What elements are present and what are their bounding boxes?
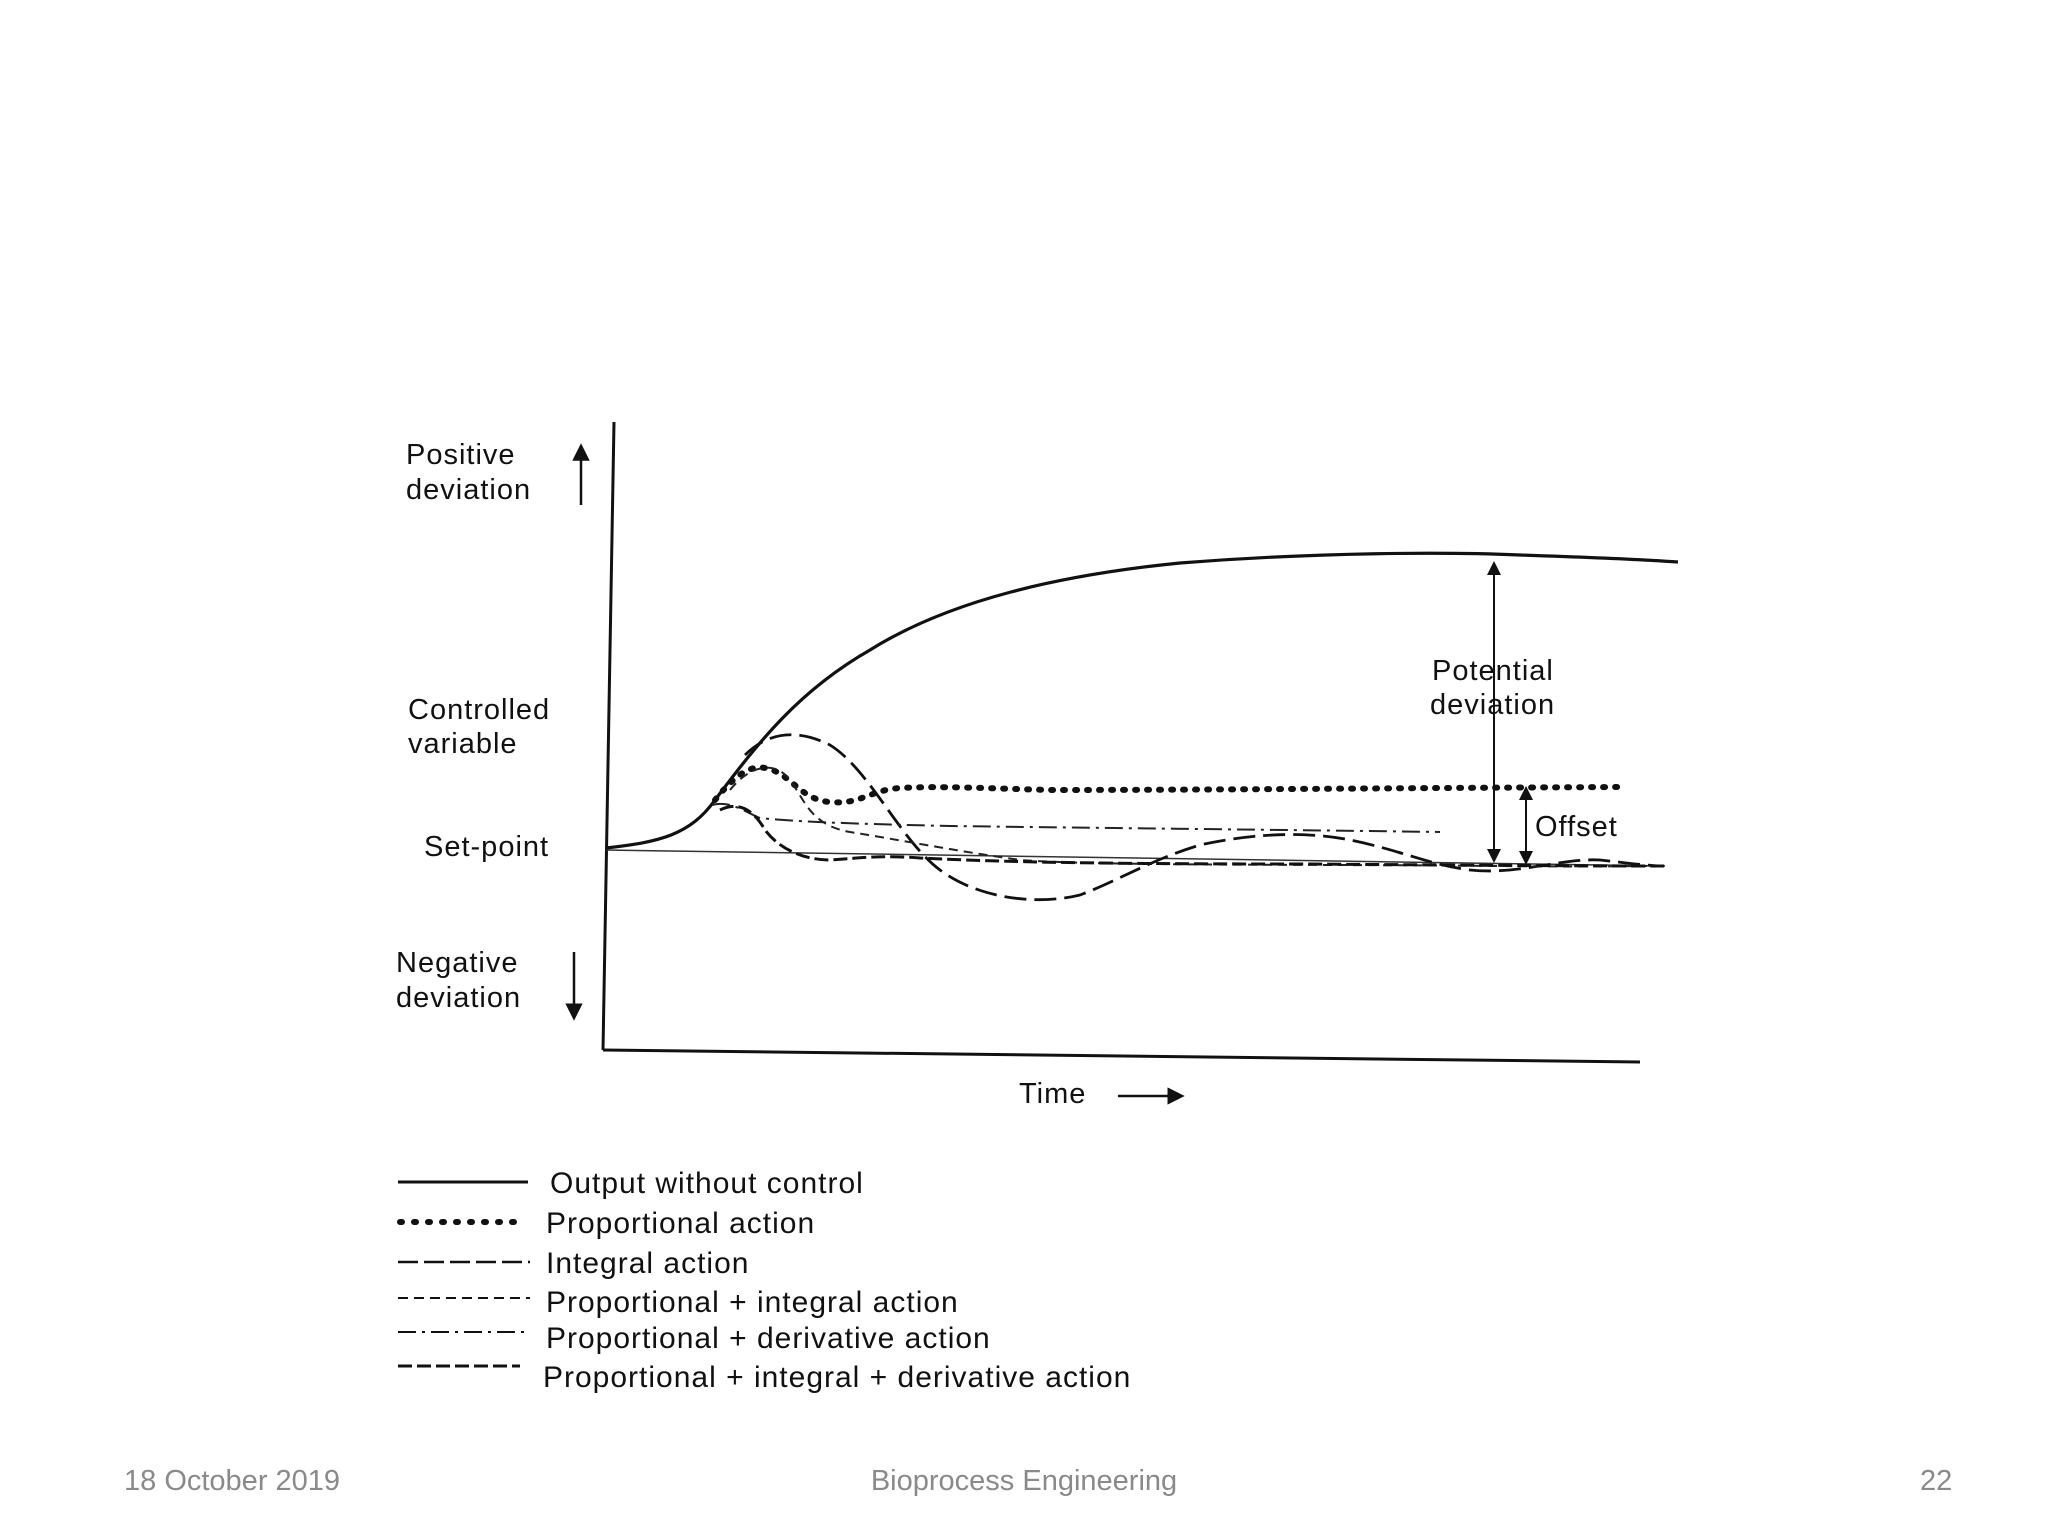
curve-proportional-derivative [711, 802, 1441, 833]
time-label: Time [1019, 1078, 1086, 1110]
legend-label-output-without-control: Output without control [550, 1167, 864, 1200]
legend-label-pid: Proportional + integral + derivative act… [543, 1361, 1131, 1394]
positive-label-line1: Positive [406, 439, 516, 471]
controlled-label-line2: variable [408, 728, 518, 760]
y-axis [601, 421, 616, 1051]
curve-proportional-integral [729, 766, 1661, 868]
curve-pid [719, 804, 1666, 868]
footer-page-number: 22 [1920, 1465, 1953, 1497]
negative-label-line2: deviation [396, 982, 521, 1014]
setpoint-line [605, 849, 1666, 867]
offset-label: Offset [1535, 811, 1618, 843]
legend-label-proportional: Proportional action [546, 1207, 815, 1240]
negative-label-line1: Negative [396, 947, 518, 979]
potential-label-line2: deviation [1430, 689, 1555, 721]
footer-date: 18 October 2019 [124, 1465, 341, 1497]
footer-title: Bioprocess Engineering [870, 1465, 1178, 1497]
potential-label-line1: Potential [1432, 655, 1554, 687]
legend-label-proportional-derivative: Proportional + derivative action [546, 1322, 991, 1355]
x-axis [602, 1048, 1641, 1064]
setpoint-label: Set-point [424, 831, 549, 863]
positive-label-line2: deviation [406, 474, 531, 506]
legend-label-integral: Integral action [546, 1247, 749, 1280]
legend-label-proportional-integral: Proportional + integral action [546, 1286, 959, 1319]
curve-proportional [712, 764, 1623, 806]
curve-integral [744, 733, 1661, 902]
legend: Output without control Proportional acti… [397, 1167, 1131, 1394]
controlled-label-line1: Controlled [408, 694, 550, 726]
